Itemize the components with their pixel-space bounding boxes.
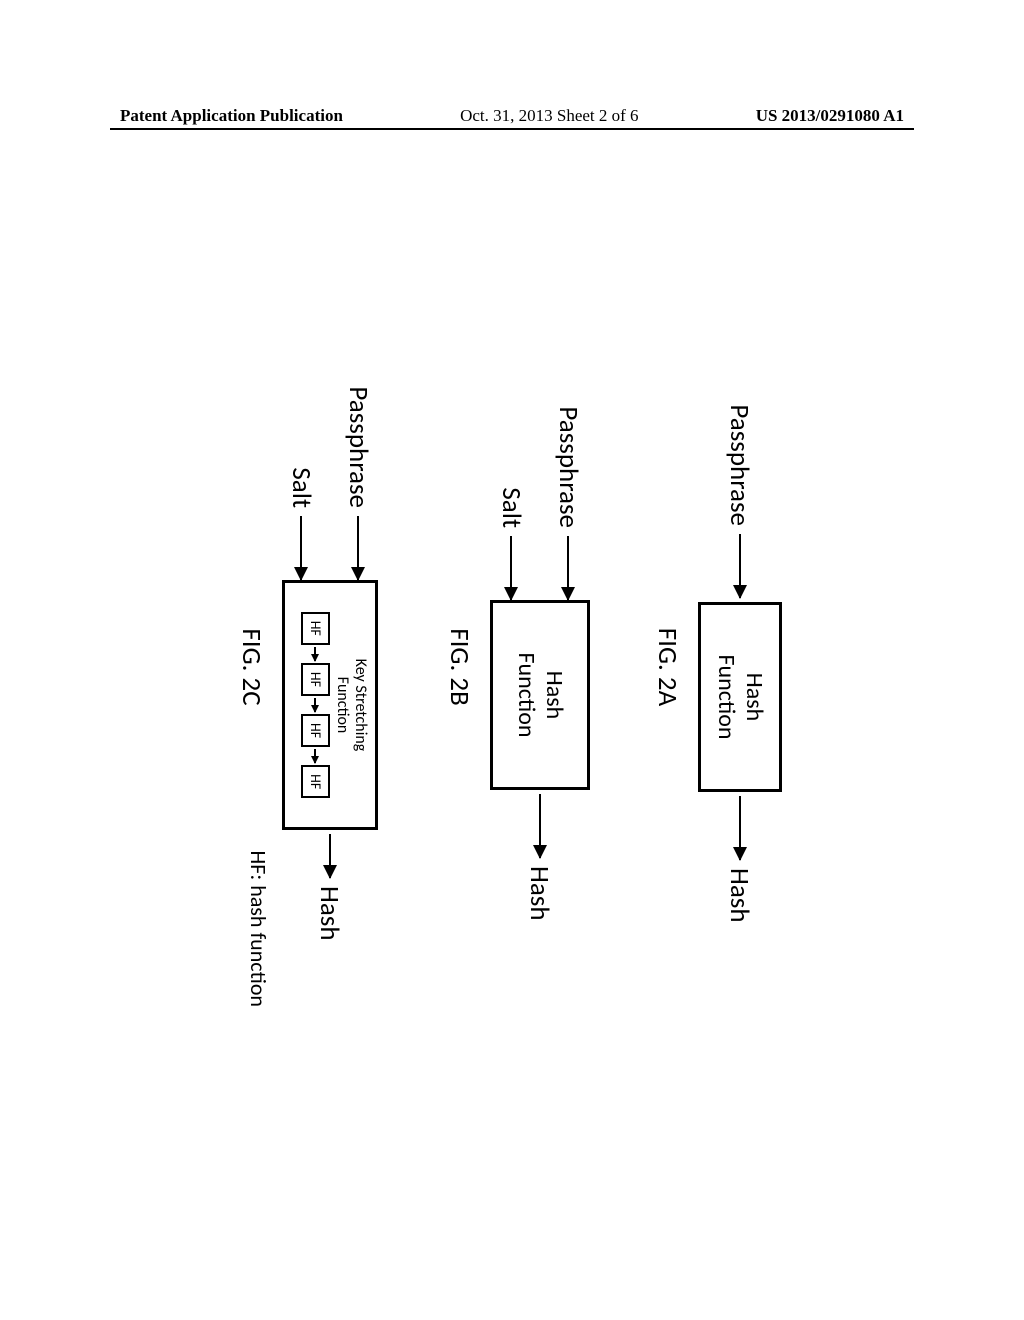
fig2b-caption: FIG. 2B <box>443 327 476 1007</box>
arrow-icon <box>314 698 316 712</box>
arrow-icon <box>314 647 316 661</box>
fig2c-keystretch-box: Key Stretching Function HF HF HF HF <box>282 580 378 830</box>
arrow-icon <box>511 536 513 600</box>
header-right: US 2013/0291080 A1 <box>756 106 904 126</box>
arrow-icon <box>329 834 331 878</box>
fig2a-box-label: Hash Function <box>712 654 767 739</box>
hf-box: HF <box>301 714 330 747</box>
arrow-icon <box>358 516 360 580</box>
fig2b-output-label: Hash <box>524 866 557 956</box>
fig2c-input2-label: Salt <box>285 358 318 508</box>
fig2a-input-label: Passphrase <box>724 376 757 526</box>
arrow-icon <box>301 516 303 580</box>
arrow-icon <box>739 796 741 860</box>
fig2c-output-label: Hash <box>314 886 347 976</box>
fig-2b: Passphrase Salt Hash Function Hash FIG. … <box>443 327 590 1007</box>
header-left: Patent Application Publication <box>120 106 343 126</box>
fig2b-input1-label: Passphrase <box>552 378 585 528</box>
hf-footnote: HF: hash function <box>245 851 272 1007</box>
fig2b-box-label: Hash Function <box>512 652 567 737</box>
arrow-icon <box>568 536 570 600</box>
fig2c-box-title: Key Stretching Function <box>334 659 369 752</box>
header-center: Oct. 31, 2013 Sheet 2 of 6 <box>460 106 638 126</box>
hf-box: HF <box>301 765 330 798</box>
page-header: Patent Application Publication Oct. 31, … <box>0 106 1024 126</box>
rotated-content: Passphrase Hash Function Hash FIG. 2A Pa… <box>242 327 782 1007</box>
hf-box: HF <box>301 663 330 696</box>
header-rule <box>110 128 914 130</box>
arrow-icon <box>739 534 741 598</box>
fig2b-input2-label: Salt <box>495 378 528 528</box>
fig2a-output-label: Hash <box>724 868 757 958</box>
fig2b-hash-box: Hash Function <box>490 600 590 790</box>
hf-chain: HF HF HF HF <box>301 612 330 799</box>
arrow-icon <box>539 794 541 858</box>
fig-2a: Passphrase Hash Function Hash FIG. 2A <box>651 327 782 1007</box>
diagram-area: Passphrase Hash Function Hash FIG. 2A Pa… <box>114 146 910 1188</box>
fig2a-caption: FIG. 2A <box>651 327 684 1007</box>
hf-box: HF <box>301 612 330 645</box>
arrow-icon <box>314 749 316 763</box>
fig2a-hash-box: Hash Function <box>698 602 782 792</box>
fig2c-input1-label: Passphrase <box>342 358 375 508</box>
